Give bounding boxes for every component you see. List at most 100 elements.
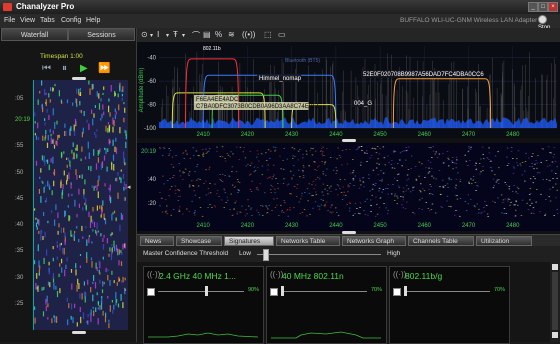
minimize-button[interactable]: _	[528, 2, 538, 12]
waterfall-sample	[82, 127, 84, 134]
signature-card[interactable]: ((·)) 2.4 GHz 40 MHz 1... 90%	[143, 266, 264, 344]
signature-checkbox[interactable]	[270, 288, 278, 296]
signature-slider-thumb[interactable]	[205, 286, 209, 296]
density-sample	[348, 185, 350, 187]
signature-slider-thumb[interactable]	[281, 286, 284, 296]
timespan-label[interactable]: Timespan 1:00	[40, 53, 83, 60]
waterfall-sample	[97, 230, 99, 233]
signature-card[interactable]: ((·)) 802.11b/g 70%	[389, 266, 510, 344]
dropdown-icon[interactable]: ▾	[166, 33, 170, 39]
fast-forward-icon[interactable]: ⏩	[98, 63, 111, 74]
waterfall-sample	[118, 278, 121, 282]
dropdown-icon[interactable]: ▾	[150, 33, 154, 39]
tab-networks-table[interactable]: Networks Table	[276, 236, 340, 246]
average-icon[interactable]: Ŧ	[173, 30, 178, 39]
signature-checkbox[interactable]	[393, 288, 401, 296]
y-tick-label: 20:19	[141, 149, 157, 155]
density-sample	[245, 209, 247, 211]
waterfall-sample	[49, 282, 51, 288]
splitter-handle[interactable]	[342, 139, 356, 142]
tab-news[interactable]: News	[140, 236, 174, 246]
max-hold-icon[interactable]: Ⅰ	[157, 30, 160, 39]
waterfall-sample	[121, 252, 123, 256]
signature-slider-track[interactable]	[281, 291, 367, 292]
density-sample	[319, 151, 322, 152]
scroll-up-icon[interactable]	[552, 264, 558, 270]
adapter-name[interactable]: BUFFALO WLI-UC-GNM Wireless LAN Adapter	[400, 17, 538, 24]
confidence-slider-thumb[interactable]	[263, 249, 270, 261]
waterfall-view[interactable]	[33, 80, 128, 330]
dropdown-icon[interactable]: ▾	[182, 33, 186, 39]
scroll-thumb[interactable]	[552, 272, 558, 330]
waterfall-sample	[53, 315, 55, 318]
density-sample	[478, 163, 481, 164]
tab-networks-graph[interactable]: Networks Graph	[342, 236, 406, 246]
percent-icon[interactable]: %	[215, 30, 223, 39]
scroll-down-icon[interactable]	[552, 332, 558, 338]
density-sample	[292, 155, 294, 157]
signatures-scrollbar[interactable]	[550, 262, 560, 342]
density-sample	[248, 205, 250, 207]
signature-card[interactable]: ((·)) 40 MHz 802.11n 70%	[266, 266, 387, 344]
view-splitter[interactable]	[137, 138, 560, 143]
waterfall-bottom-handle[interactable]	[72, 331, 86, 334]
maximize-button[interactable]: □	[538, 2, 548, 12]
view-splitter-2[interactable]	[137, 231, 560, 234]
menu-file[interactable]: File	[4, 17, 16, 24]
tab-signatures[interactable]: Signatures	[224, 236, 274, 246]
settings-icon[interactable]: ⊙	[141, 30, 148, 39]
window-icon[interactable]: ▭	[278, 30, 286, 39]
waterfall-sample	[89, 222, 92, 228]
splitter-handle[interactable]	[342, 231, 356, 234]
signature-slider-thumb[interactable]	[404, 286, 407, 296]
menu-config[interactable]: Config	[61, 17, 82, 24]
density-sample	[324, 204, 326, 206]
density-sample	[162, 175, 164, 177]
stop-button[interactable]: Stop	[538, 15, 560, 31]
tab-waterfall[interactable]: Waterfall	[1, 28, 68, 41]
density-sample	[221, 181, 224, 182]
tab-channels-table[interactable]: Channels Table	[408, 236, 474, 246]
waterfall-sample	[111, 270, 113, 275]
confidence-slider-track[interactable]	[257, 254, 381, 255]
tab-utilization[interactable]: Utilization	[476, 236, 532, 246]
density-sample	[338, 155, 341, 156]
waterfall-sample	[87, 314, 89, 318]
waterfall-sample	[97, 180, 99, 187]
waterfall-sample	[84, 202, 86, 206]
collapse-panel-icon[interactable]: ◂	[127, 184, 131, 191]
wifi-icon[interactable]: ≋	[228, 30, 235, 39]
skip-back-icon[interactable]: ⏮	[42, 63, 51, 74]
marker-icon[interactable]: ⬚	[264, 30, 272, 39]
menu-tabs[interactable]: Tabs	[40, 17, 55, 24]
signature-slider-track[interactable]	[404, 291, 490, 292]
pause-icon[interactable]: ⏸	[62, 63, 67, 74]
density-sample	[194, 211, 196, 213]
x-tick-label: 2470	[462, 132, 476, 138]
signature-checkbox[interactable]	[147, 288, 155, 296]
waterfall-scroll-handle[interactable]	[72, 77, 86, 80]
chart-icon[interactable]: ▤	[203, 30, 211, 39]
density-sample	[174, 189, 177, 191]
play-icon[interactable]: ▶	[80, 63, 88, 74]
density-sample	[469, 199, 472, 200]
menu-help[interactable]: Help	[86, 17, 101, 24]
density-sample	[322, 146, 324, 148]
trace-icon[interactable]: ⌒	[192, 31, 200, 40]
tab-sessions[interactable]: Sessions	[68, 28, 135, 41]
close-button[interactable]: ×	[548, 2, 558, 12]
density-sample	[402, 199, 405, 201]
density-sample	[555, 173, 557, 174]
waterfall-sample	[37, 122, 39, 129]
waterfall-sample	[108, 125, 110, 133]
density-sample	[450, 206, 452, 208]
density-sample	[375, 152, 378, 154]
menu-view[interactable]: View	[20, 17, 36, 24]
signature-slider-track[interactable]	[158, 291, 244, 292]
tab-showcase[interactable]: Showcase	[176, 236, 222, 246]
waterfall-sample	[34, 208, 36, 211]
density-sample	[270, 189, 272, 190]
broadcast-icon[interactable]: ((•))	[242, 30, 256, 39]
